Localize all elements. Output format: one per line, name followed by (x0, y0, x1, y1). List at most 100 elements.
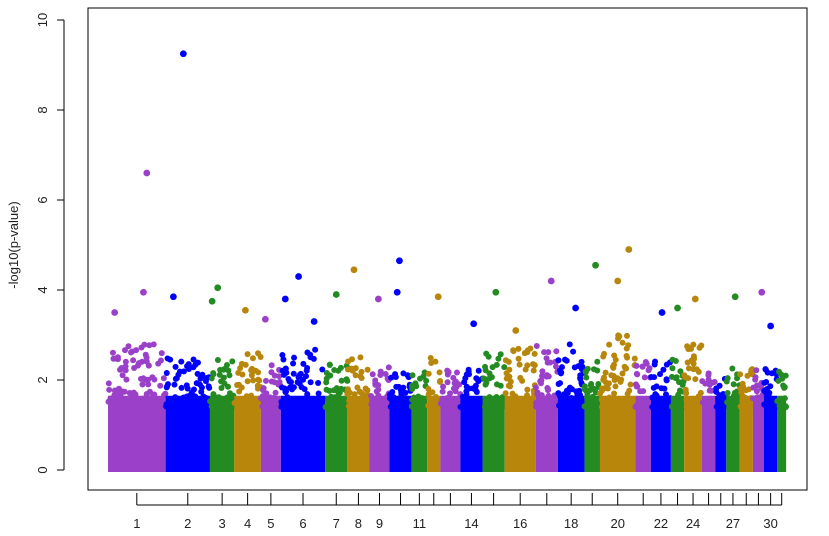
y-tick-label: 4 (35, 286, 50, 293)
snp-point (646, 365, 653, 372)
snp-point (283, 369, 290, 376)
snp-point (245, 402, 252, 409)
snp-point (619, 339, 626, 346)
snp-point (439, 396, 446, 403)
snp-point (493, 361, 500, 368)
snp-point (586, 403, 593, 410)
snp-point (262, 403, 269, 410)
x-tick-label: 14 (464, 516, 478, 531)
snp-point (357, 354, 364, 361)
snp-point (761, 387, 768, 394)
snp-point (279, 352, 286, 359)
snp-point (439, 388, 446, 395)
snp-point (307, 379, 314, 386)
chromosome-block-29 (752, 395, 764, 472)
snp-point (610, 364, 617, 371)
snp-point (716, 382, 723, 389)
snp-point (729, 365, 736, 372)
snp-point (466, 403, 473, 410)
snp-point (641, 374, 648, 381)
snp-point (524, 386, 531, 393)
snp-point (194, 370, 201, 377)
snp-point (447, 395, 454, 402)
chromosome-block-26 (715, 395, 727, 472)
snp-point (660, 366, 667, 373)
snp-point (471, 403, 478, 410)
snp-point (207, 398, 214, 405)
snp-point (544, 400, 551, 407)
snp-point (683, 390, 690, 397)
snp-point (689, 403, 696, 410)
snp-point (779, 375, 786, 382)
snp-point (611, 390, 618, 397)
snp-point (537, 378, 544, 385)
snp-point (198, 384, 205, 391)
x-tick-label: 18 (564, 516, 578, 531)
snp-point (296, 398, 303, 405)
snp-point (138, 344, 145, 351)
snp-point (612, 383, 619, 390)
snp-point (562, 400, 569, 407)
snp-point (425, 370, 432, 377)
snp-point (497, 351, 504, 358)
top-hit-point (492, 288, 500, 296)
snp-point (694, 397, 701, 404)
x-tick-label: 9 (376, 516, 383, 531)
x-tick-label: 20 (610, 516, 624, 531)
snp-point (377, 368, 384, 375)
snp-point (685, 365, 692, 372)
snp-point (130, 357, 137, 364)
chromosome-block-13 (440, 395, 461, 472)
snp-point (262, 377, 269, 384)
snp-point (570, 402, 577, 409)
snp-point (143, 354, 150, 361)
snp-point (555, 357, 562, 364)
snp-point (624, 390, 631, 397)
snp-point (122, 367, 129, 374)
snp-point (197, 375, 204, 382)
snp-point (433, 394, 440, 401)
snp-point (190, 356, 197, 363)
snp-point (653, 383, 660, 390)
snp-point (372, 381, 379, 388)
snp-point (675, 391, 682, 398)
snp-point (374, 396, 381, 403)
snp-point (706, 387, 713, 394)
snp-point (608, 372, 615, 379)
chromosome-block-23 (670, 395, 685, 472)
snp-point (507, 378, 514, 385)
snp-point (338, 377, 345, 384)
snp-point (460, 403, 467, 410)
chromosome-block-31 (777, 395, 787, 472)
chromosome-block-24 (684, 395, 702, 472)
snp-point (728, 403, 735, 410)
snp-point (699, 378, 706, 385)
snp-point (753, 367, 760, 374)
snp-point (488, 374, 495, 381)
top-hit-point (470, 320, 478, 328)
snp-point (257, 395, 264, 402)
snp-point (594, 367, 601, 374)
x-tick-label: 8 (355, 516, 362, 531)
snp-point (268, 369, 275, 376)
snp-point (298, 403, 305, 410)
snp-point (502, 390, 509, 397)
snp-point (429, 389, 436, 396)
snp-point (326, 361, 333, 368)
snp-point (596, 390, 603, 397)
snp-point (480, 375, 487, 382)
snp-point (413, 383, 420, 390)
snp-point (522, 366, 529, 373)
snp-point (425, 402, 432, 409)
snp-point (276, 373, 283, 380)
snp-point (304, 364, 311, 371)
snp-point (672, 358, 679, 365)
snp-point (437, 378, 444, 385)
snp-point (297, 370, 304, 377)
y-tick-label: 8 (35, 106, 50, 113)
snp-point (633, 370, 640, 377)
snp-point (711, 378, 718, 385)
snp-point (331, 367, 338, 374)
snp-point (672, 375, 679, 382)
